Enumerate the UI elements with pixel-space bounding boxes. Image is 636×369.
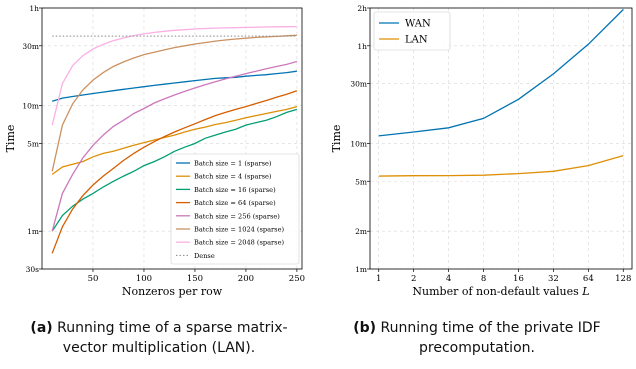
x-tick-label-a: 150 <box>187 274 203 284</box>
series-line-a-0 <box>52 70 297 102</box>
legend-label-a: Batch size = 1 (sparse) <box>194 160 272 168</box>
y-tick-label-b: 2m <box>355 227 367 236</box>
x-tick-label-b: 8 <box>481 274 486 284</box>
y-tick-label-a: 5m <box>27 139 39 148</box>
x-tick-label-a: 50 <box>88 274 99 284</box>
legend-label-a: Dense <box>194 252 215 260</box>
legend-label-a: Batch size = 1024 (sparse) <box>194 226 284 234</box>
series-line-a-4 <box>51 60 298 232</box>
x-tick-label-b: 32 <box>548 274 559 284</box>
x-axis-label-b: Number of non-default values L <box>412 285 589 298</box>
chart-b: 1 2 4 8 16 32 64 128 1m 2m 5m 10m 30m 1h 2h Number of n… <box>330 4 633 298</box>
legend-label-b: WAN <box>405 19 431 30</box>
caption-b-tag: (b) <box>353 320 377 336</box>
y-axis-label-b: Time <box>330 125 343 153</box>
y-tick-label-a: 1h <box>29 4 39 13</box>
x-tick-label-a: 200 <box>238 274 254 284</box>
plot-area-b <box>369 7 633 270</box>
x-tick-label-b: 128 <box>615 274 631 284</box>
series-line-a-2 <box>51 108 298 232</box>
y-tick-label-b: 30m <box>350 80 367 89</box>
x-axis-label-b-variable: L <box>581 285 589 298</box>
series-line-b-1 <box>378 154 624 177</box>
x-tick-label-b: 16 <box>513 274 524 284</box>
x-axis-label-a: Nonzeros per row <box>122 285 223 298</box>
y-tick-label-b: 1m <box>355 265 367 274</box>
y-tick-label-a: 10m <box>22 102 39 111</box>
x-tick-label-b: 4 <box>446 274 451 284</box>
series-line-b-0 <box>378 9 624 137</box>
x-tick-label-a: 100 <box>136 274 152 284</box>
legend-label-b: LAN <box>405 35 428 46</box>
legend-a <box>170 153 300 265</box>
figure: 50 100 150 200 250 30s 1m 5m 10m 30m 1h Nonzeros pe… <box>4 4 633 298</box>
x-tick-label-b: 2 <box>411 274 416 284</box>
x-axis-label-b-main: Number of non-default values <box>412 285 582 298</box>
legend-label-a: Batch size = 2048 (sparse) <box>194 239 284 247</box>
series-line-a-1 <box>51 105 298 175</box>
series-line-a-3 <box>51 90 298 254</box>
caption-a: (a) Running time of a sparse matrix-vect… <box>10 318 308 358</box>
caption-b: (b) Running time of the private IDF prec… <box>322 318 632 358</box>
caption-a-text: Running time of a sparse matrix-vector m… <box>57 320 288 356</box>
legend-label-a: Batch size = 256 (sparse) <box>194 212 280 220</box>
series-line-a-6 <box>51 25 297 126</box>
legend-label-a: Batch size = 4 (sparse) <box>194 173 272 181</box>
x-tick-label-b: 64 <box>583 274 594 284</box>
series-line-a-5 <box>51 34 297 172</box>
caption-a-tag: (a) <box>30 320 53 336</box>
y-tick-label-a: 1m <box>27 227 39 236</box>
legend-label-a: Batch size = 64 (sparse) <box>194 199 276 207</box>
y-tick-label-a: 30s <box>26 265 40 274</box>
legend-label-a: Batch size = 16 (sparse) <box>194 186 276 194</box>
plot-area-a <box>41 7 303 270</box>
y-tick-label-a: 30m <box>22 42 39 51</box>
x-tick-label-a: 250 <box>289 274 305 284</box>
y-tick-label-b: 5m <box>355 177 367 186</box>
chart-a: 50 100 150 200 250 30s 1m 5m 10m 30m 1h Nonzeros pe… <box>4 4 305 298</box>
legend-b <box>373 11 451 51</box>
caption-b-text: Running time of the private IDF precompu… <box>380 320 601 356</box>
y-tick-label-b: 10m <box>350 139 367 148</box>
y-tick-label-b: 1h <box>357 42 367 51</box>
y-axis-label-a: Time <box>4 125 17 153</box>
y-tick-label-b: 2h <box>357 4 367 13</box>
x-tick-label-b: 1 <box>376 274 381 284</box>
